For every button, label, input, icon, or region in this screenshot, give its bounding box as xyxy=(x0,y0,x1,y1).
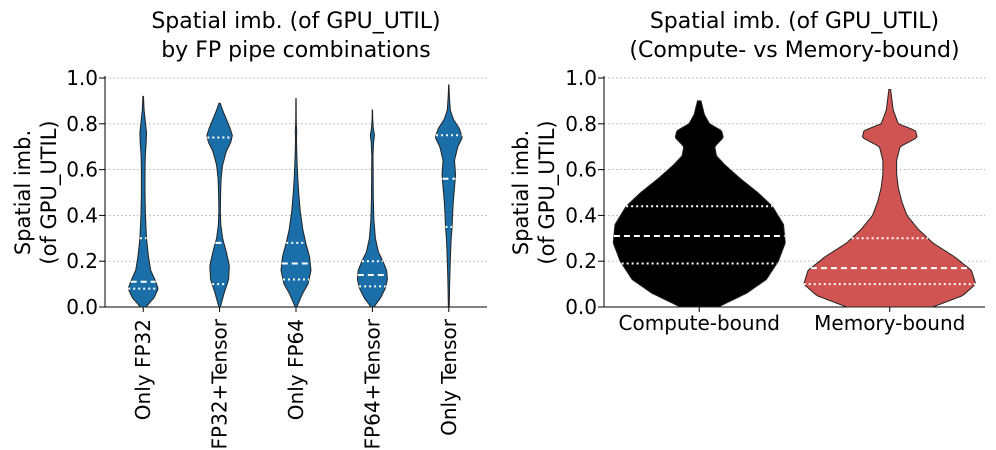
chart-compute-vs-memory: Spatial imb. (of GPU_UTIL) (Compute- vs M… xyxy=(509,9,985,335)
violin-fp32-tensor xyxy=(206,102,233,308)
y-axis-label-line: Spatial imb. xyxy=(509,130,533,255)
y-tick-label: 0.6 xyxy=(565,158,597,182)
violin-only-fp64 xyxy=(280,98,312,308)
violin-memory-bound xyxy=(803,88,977,308)
x-category-label: Only FP64 xyxy=(284,319,308,420)
violin-only-tensor xyxy=(435,84,463,308)
x-category-label: Memory-bound xyxy=(814,311,965,335)
y-tick-label: 0.0 xyxy=(565,295,597,319)
y-tick-label: 0.8 xyxy=(66,112,98,136)
y-axis-label-line: (of GPU_UTIL) xyxy=(535,120,560,264)
violin-only-fp32 xyxy=(128,95,159,308)
x-category-label: Only FP32 xyxy=(131,319,155,420)
chart-fp-pipe-combinations: Spatial imb. (of GPU_UTIL)by FP pipe com… xyxy=(11,9,487,449)
x-category-label: Only Tensor xyxy=(437,318,461,436)
y-tick-label: 0.2 xyxy=(66,249,98,273)
y-tick-label: 0.2 xyxy=(565,249,597,273)
y-axis-label-line: Spatial imb. xyxy=(11,130,35,255)
violin-fp64-tensor xyxy=(356,109,388,308)
y-tick-label: 1.0 xyxy=(66,66,98,90)
y-tick-label: 0.0 xyxy=(66,295,98,319)
chart-title-line: Spatial imb. (of GPU_UTIL) xyxy=(151,9,440,34)
y-axis-label-line: (of GPU_UTIL) xyxy=(37,120,62,264)
x-category-label: Compute-bound xyxy=(619,311,780,335)
x-category-label: FP64+Tensor xyxy=(360,318,384,449)
x-category-label: FP32+Tensor xyxy=(208,318,232,449)
y-tick-label: 0.6 xyxy=(66,158,98,182)
chart-title-line: Spatial imb. (of GPU_UTIL) xyxy=(650,9,939,34)
y-tick-label: 0.4 xyxy=(66,203,98,227)
chart-title-line: by FP pipe combinations xyxy=(161,38,431,63)
violin-compute-bound xyxy=(612,100,786,308)
chart-title-line: (Compute- vs Memory-bound) xyxy=(629,38,959,63)
y-tick-label: 0.4 xyxy=(565,203,597,227)
y-tick-label: 0.8 xyxy=(565,112,597,136)
y-tick-label: 1.0 xyxy=(565,66,597,90)
